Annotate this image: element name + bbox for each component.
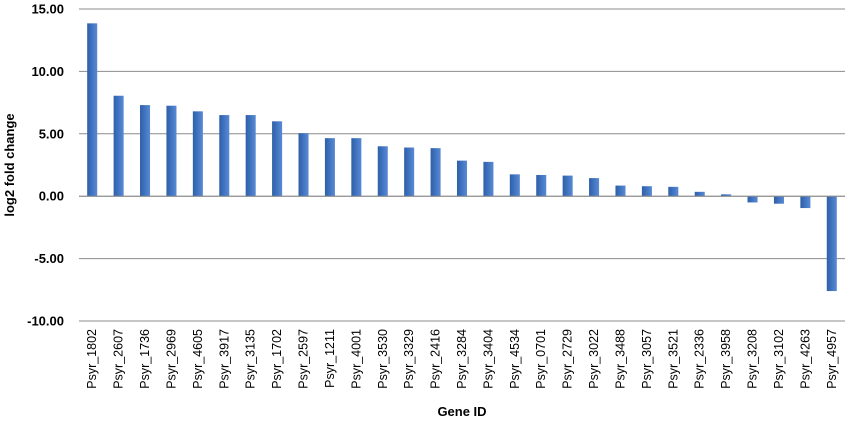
y-tick-label: 10.00 <box>31 64 64 79</box>
y-tick-label: 5.00 <box>39 126 64 141</box>
bar-psyr-2336 <box>694 191 705 197</box>
bar-psyr-3521 <box>668 186 679 197</box>
x-tick-label: Psyr_2607 <box>112 329 126 389</box>
x-tick-label: Psyr_2729 <box>561 329 575 389</box>
bar-psyr-1802 <box>87 23 98 197</box>
x-tick-label: Psyr_1702 <box>270 329 284 389</box>
x-tick-label: Psyr_1736 <box>138 329 152 389</box>
bar-psyr-3958 <box>721 194 732 197</box>
x-tick-label: Psyr_3057 <box>640 329 654 389</box>
y-axis-title: log2 fold change <box>2 113 17 216</box>
bar-psyr-3135 <box>245 115 256 197</box>
bar-psyr-3488 <box>615 185 626 197</box>
bar-psyr-4605 <box>192 111 203 197</box>
x-tick-label: Psyr_4001 <box>349 329 363 389</box>
bar-psyr-2597 <box>298 133 309 197</box>
y-tick-label: -10.00 <box>27 314 64 329</box>
bar-psyr-3404 <box>483 161 494 197</box>
bar-psyr-1736 <box>140 105 151 197</box>
x-tick-label: Psyr_4605 <box>191 329 205 389</box>
bar-psyr-4263 <box>800 196 811 209</box>
x-tick-label: Psyr_1802 <box>85 329 99 389</box>
x-tick-label: Psyr_3488 <box>613 329 627 389</box>
bar-psyr-3284 <box>456 160 468 197</box>
x-tick-label: Psyr_4534 <box>508 329 522 389</box>
bar-psyr-3329 <box>404 147 415 197</box>
bar-psyr-4957 <box>826 196 837 292</box>
x-tick-label: Psyr_0701 <box>534 329 548 389</box>
x-tick-label: Psyr_4263 <box>798 329 812 389</box>
y-tick-labels: -10.00 -5.00 0.00 5.00 10.00 15.00 <box>27 2 64 329</box>
x-tick-label: Psyr_3958 <box>719 329 733 389</box>
x-tick-label: Psyr_3329 <box>402 329 416 389</box>
bar-psyr-0701 <box>536 174 547 197</box>
x-tick-label: Psyr_3135 <box>244 329 258 389</box>
bar-psyr-2416 <box>430 148 441 197</box>
bars <box>87 23 837 292</box>
bar-psyr-3530 <box>377 146 388 197</box>
bar-psyr-1702 <box>272 121 283 197</box>
x-axis-title: Gene ID <box>437 404 486 419</box>
bar-psyr-3917 <box>219 115 230 197</box>
bar-psyr-3022 <box>589 178 600 197</box>
x-tick-label: Psyr_3530 <box>376 329 390 389</box>
bar-psyr-2729 <box>562 175 573 197</box>
x-tick-label: Psyr_3208 <box>746 329 760 389</box>
x-tick-label: Psyr_2336 <box>693 329 707 389</box>
bar-psyr-3057 <box>641 186 652 197</box>
x-tick-label: Psyr_2969 <box>164 329 178 389</box>
bar-psyr-1211 <box>324 138 335 197</box>
y-tick-label: 15.00 <box>31 2 64 17</box>
x-tick-label: Psyr_2597 <box>297 329 311 389</box>
bar-psyr-3102 <box>773 196 784 204</box>
x-tick-label: Psyr_1211 <box>323 329 337 388</box>
y-tick-label: -5.00 <box>34 251 64 266</box>
x-tick-label: Psyr_3521 <box>666 329 680 389</box>
x-tick-label: Psyr_4957 <box>825 329 839 389</box>
bar-psyr-2969 <box>166 105 177 197</box>
x-tick-label: Psyr_3917 <box>217 329 231 389</box>
bar-psyr-4001 <box>351 138 362 197</box>
bar-psyr-4534 <box>509 174 520 197</box>
x-tick-label: Psyr_3404 <box>481 329 495 389</box>
x-tick-label: Psyr_3284 <box>455 329 469 389</box>
x-tick-labels: Psyr_1802 Psyr_2607 Psyr_1736 Psyr_2969 Psyr… <box>85 329 839 389</box>
x-tick-label: Psyr_2416 <box>429 329 443 389</box>
y-tick-label: 0.00 <box>39 189 64 204</box>
x-tick-label: Psyr_3022 <box>587 329 601 389</box>
x-tick-label: Psyr_3102 <box>772 329 786 389</box>
bar-psyr-2607 <box>113 95 124 197</box>
bar-psyr-3208 <box>747 196 758 203</box>
